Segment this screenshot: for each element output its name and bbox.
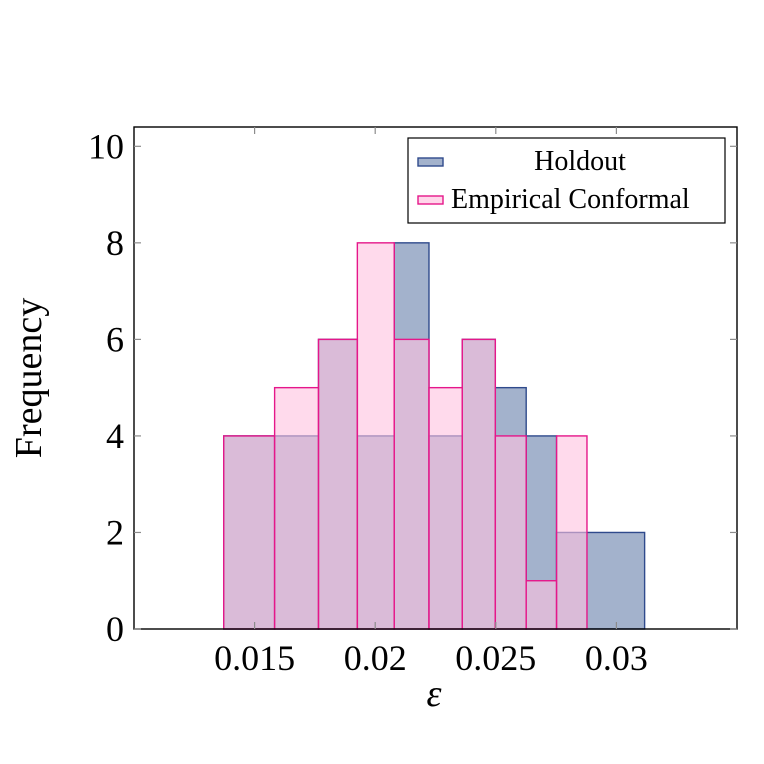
histogram-bar xyxy=(525,580,558,630)
histogram-bar xyxy=(273,386,320,630)
x-tick-label: 0.03 xyxy=(585,638,648,678)
x-tick-label: 0.02 xyxy=(344,638,407,678)
y-tick-label: 6 xyxy=(106,319,124,359)
y-tick-label: 2 xyxy=(106,512,124,552)
legend-box xyxy=(407,137,726,224)
histogram-bar xyxy=(428,386,463,630)
histogram-bar xyxy=(223,435,276,630)
y-axis-label: Frequency xyxy=(8,298,50,458)
plot-frame xyxy=(133,126,738,630)
x-tick-label: 0.015 xyxy=(214,638,295,678)
tick-labels-layer: 0.015 0.02 0.025 0.03 0 2 4 6 8 10 xyxy=(88,126,648,678)
histogram-bar xyxy=(356,242,395,630)
histogram-bar xyxy=(317,338,359,630)
y-tick-label: 0 xyxy=(106,609,124,649)
series-empirical-conformal xyxy=(223,242,588,630)
legend-swatch-holdout xyxy=(417,157,444,167)
x-tick-label: 0.025 xyxy=(455,638,536,678)
histogram-bar xyxy=(393,338,430,630)
legend-label-holdout: Holdout xyxy=(534,146,626,177)
legend-swatch-empirical-conformal xyxy=(417,195,444,205)
x-axis-label: ε xyxy=(427,673,442,715)
histogram-bar xyxy=(494,435,527,630)
histogram-bar xyxy=(461,338,497,630)
y-tick-label: 4 xyxy=(106,416,124,456)
bars-layer xyxy=(223,242,646,630)
legend-label-empirical-conformal: Empirical Conformal xyxy=(451,184,690,215)
ticks-layer xyxy=(134,127,737,630)
legend: Holdout Empirical Conformal xyxy=(407,137,726,224)
y-tick-label: 10 xyxy=(88,126,124,166)
histogram-bar xyxy=(555,435,588,630)
y-tick-label: 8 xyxy=(106,223,124,263)
